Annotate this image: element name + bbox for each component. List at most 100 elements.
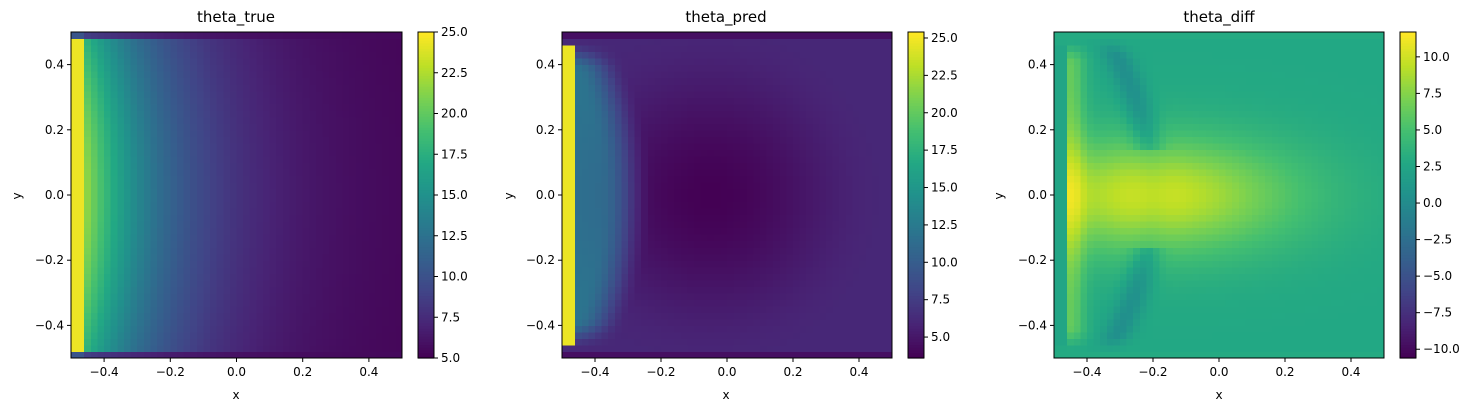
heatmap-cell bbox=[123, 188, 132, 196]
heatmap-cell bbox=[382, 97, 390, 105]
heatmap-cell bbox=[773, 279, 781, 287]
heatmap-cell bbox=[687, 32, 695, 40]
heatmap-cell bbox=[720, 77, 728, 85]
heatmap-cell bbox=[621, 325, 629, 333]
heatmap-cell bbox=[163, 286, 171, 294]
heatmap-cell bbox=[71, 116, 79, 124]
heatmap-cell bbox=[766, 142, 774, 150]
heatmap-cell bbox=[282, 344, 291, 353]
heatmap-cell bbox=[568, 64, 576, 72]
heatmap-cell bbox=[183, 77, 191, 85]
heatmap-cell bbox=[799, 123, 807, 131]
heatmap-cell bbox=[634, 312, 642, 320]
heatmap-cell bbox=[812, 214, 820, 222]
heatmap-cell bbox=[628, 292, 636, 300]
heatmap-cell bbox=[137, 208, 145, 216]
heatmap-cell bbox=[733, 292, 741, 300]
heatmap-cell bbox=[819, 97, 827, 105]
heatmap-cell bbox=[674, 266, 682, 274]
heatmap-cell bbox=[740, 221, 748, 229]
heatmap-cell bbox=[256, 240, 264, 248]
heatmap-cell bbox=[77, 71, 85, 79]
heatmap-cell bbox=[628, 64, 636, 72]
heatmap-cell bbox=[746, 331, 754, 340]
heatmap-cell bbox=[812, 142, 820, 150]
heatmap-cell bbox=[654, 253, 662, 261]
heatmap-cell bbox=[104, 90, 112, 98]
heatmap-cell bbox=[562, 344, 570, 353]
heatmap-cell bbox=[110, 38, 118, 46]
heatmap-cell bbox=[760, 32, 768, 40]
heatmap-cell bbox=[84, 266, 92, 274]
heatmap-cell bbox=[335, 247, 344, 255]
heatmap-cell bbox=[839, 90, 847, 98]
heatmap-cell bbox=[84, 201, 92, 209]
heatmap-cell bbox=[368, 71, 377, 79]
heatmap-cell bbox=[110, 116, 118, 124]
heatmap-cell bbox=[117, 201, 125, 209]
heatmap-cell bbox=[269, 77, 277, 85]
heatmap-cell bbox=[309, 208, 317, 216]
heatmap-cell bbox=[641, 214, 649, 222]
heatmap-cell bbox=[806, 214, 814, 222]
heatmap-cell bbox=[634, 116, 642, 124]
heatmap-cell bbox=[832, 234, 840, 242]
heatmap-cell bbox=[110, 201, 118, 209]
heatmap-cell bbox=[793, 318, 801, 326]
heatmap-cell bbox=[276, 351, 284, 359]
heatmap-cell bbox=[256, 136, 264, 144]
heatmap-cell bbox=[157, 51, 165, 59]
heatmap-cell bbox=[694, 331, 702, 340]
heatmap-cell bbox=[362, 325, 370, 333]
heatmap-cell bbox=[634, 58, 642, 66]
heatmap-cell bbox=[667, 97, 675, 105]
heatmap-cell bbox=[700, 64, 708, 72]
heatmap-cell bbox=[137, 286, 145, 294]
heatmap-cell bbox=[845, 84, 853, 92]
heatmap-cell bbox=[812, 325, 820, 333]
heatmap-cell bbox=[315, 247, 324, 255]
heatmap-cell bbox=[707, 266, 715, 274]
heatmap-cell bbox=[355, 116, 363, 124]
heatmap-cell bbox=[654, 155, 662, 163]
heatmap-cell bbox=[71, 64, 79, 72]
heatmap-cell bbox=[793, 312, 801, 320]
heatmap-cell bbox=[740, 279, 748, 287]
heatmap-cell bbox=[203, 344, 211, 353]
colorbar-segment bbox=[418, 298, 434, 302]
heatmap-cell bbox=[302, 162, 310, 170]
heatmap-cell bbox=[110, 58, 118, 66]
heatmap-cell bbox=[707, 103, 715, 111]
heatmap-cell bbox=[746, 279, 754, 287]
heatmap-cell bbox=[773, 188, 781, 196]
heatmap-cell bbox=[302, 97, 310, 105]
heatmap-cell bbox=[276, 247, 284, 255]
heatmap-cell bbox=[368, 351, 377, 359]
heatmap-cell bbox=[727, 279, 735, 287]
heatmap-cell bbox=[826, 162, 834, 170]
heatmap-cell bbox=[196, 181, 204, 190]
heatmap-cell bbox=[289, 240, 297, 248]
heatmap-cell bbox=[289, 58, 297, 66]
heatmap-cell bbox=[581, 305, 589, 313]
heatmap-cell bbox=[349, 286, 357, 294]
heatmap-cell bbox=[740, 64, 748, 72]
heatmap-cell bbox=[77, 136, 85, 144]
heatmap-cell bbox=[223, 234, 231, 242]
heatmap-cell bbox=[203, 142, 211, 150]
heatmap-cell bbox=[845, 155, 853, 163]
heatmap-cell bbox=[223, 32, 231, 40]
colorbar-segment bbox=[418, 292, 434, 297]
heatmap-cell bbox=[276, 260, 284, 268]
heatmap-cell bbox=[812, 344, 820, 353]
colorbar-segment bbox=[418, 48, 434, 52]
heatmap-cell bbox=[104, 64, 112, 72]
heatmap-cell bbox=[262, 195, 271, 203]
heatmap-cell bbox=[760, 338, 768, 346]
heatmap-cell bbox=[223, 168, 231, 177]
heatmap-cell bbox=[289, 266, 297, 274]
heatmap-cell bbox=[779, 110, 787, 118]
heatmap-cell bbox=[680, 312, 688, 320]
heatmap-cell bbox=[262, 260, 271, 268]
heatmap-cell bbox=[661, 110, 669, 118]
